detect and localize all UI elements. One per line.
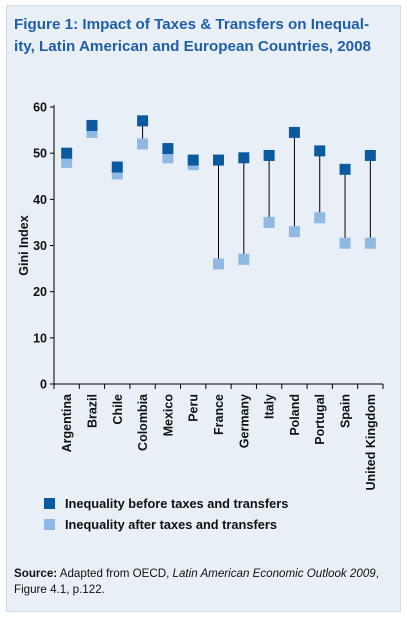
chart-legend: Inequality before taxes and transfers In… xyxy=(44,493,288,535)
marker-before-france xyxy=(213,154,224,166)
marker-after-mexico xyxy=(162,152,174,164)
source-text-before: Adapted from OECD, xyxy=(57,567,173,580)
x-category-label: Chile xyxy=(111,394,125,425)
legend-swatch-before xyxy=(44,498,55,509)
source-note: Source: Adapted from OECD, Latin America… xyxy=(14,566,394,598)
figure-title-line1: Figure 1: Impact of Taxes & Transfers on… xyxy=(14,16,370,33)
figure-title-line2: ity, Latin American and European Countri… xyxy=(14,38,371,55)
y-tick-label: 10 xyxy=(33,331,47,345)
legend-swatch-after xyxy=(44,519,55,530)
marker-after-germany xyxy=(238,253,250,265)
x-category-label: Germany xyxy=(237,394,251,448)
marker-before-mexico xyxy=(162,143,174,155)
marker-before-germany xyxy=(238,152,250,164)
x-category-label: Portugal xyxy=(313,394,327,445)
marker-before-chile xyxy=(111,161,123,173)
marker-before-peru xyxy=(187,154,199,166)
x-category-label: Brazil xyxy=(85,394,99,428)
marker-after-argentina xyxy=(61,156,73,168)
source-label: Source: xyxy=(14,567,58,580)
figure-title: Figure 1: Impact of Taxes & Transfers on… xyxy=(14,14,392,58)
x-category-label: Mexico xyxy=(161,394,175,437)
source-italic: Latin American Economic Outlook 2009 xyxy=(172,567,376,580)
marker-before-poland xyxy=(288,126,300,138)
y-axis-title: Gini Index xyxy=(17,215,31,275)
marker-after-italy xyxy=(263,216,275,228)
marker-after-spain xyxy=(339,237,351,249)
y-tick-label: 30 xyxy=(33,239,47,253)
y-tick-label: 40 xyxy=(33,193,47,207)
y-tick-label: 0 xyxy=(40,378,47,392)
x-category-label: Argentina xyxy=(60,393,74,452)
marker-before-spain xyxy=(339,163,351,175)
marker-after-colombia xyxy=(137,138,149,150)
legend-item-after: Inequality after taxes and transfers xyxy=(44,514,288,535)
legend-label-after: Inequality after taxes and transfers xyxy=(65,517,277,532)
figure-panel xyxy=(6,5,401,612)
x-category-label: Peru xyxy=(187,394,201,422)
marker-after-brazil xyxy=(86,126,98,138)
marker-before-italy xyxy=(263,149,275,161)
y-tick-label: 20 xyxy=(33,285,47,299)
marker-before-portugal xyxy=(314,145,326,157)
x-category-label: Spain xyxy=(339,394,353,428)
marker-before-colombia xyxy=(137,115,149,127)
x-category-label: Poland xyxy=(288,394,302,436)
marker-after-chile xyxy=(111,168,123,180)
y-tick-label: 50 xyxy=(33,147,47,161)
legend-label-before: Inequality before taxes and transfers xyxy=(65,496,289,511)
marker-after-portugal xyxy=(314,212,326,224)
x-category-label: Colombia xyxy=(136,393,150,451)
marker-after-poland xyxy=(288,226,300,238)
x-category-label: France xyxy=(212,394,226,435)
marker-before-argentina xyxy=(61,147,73,159)
marker-after-france xyxy=(213,258,224,270)
marker-before-brazil xyxy=(86,119,98,131)
marker-after-united-kingdom xyxy=(364,237,376,249)
source-line2: Figure 4.1, p.122. xyxy=(14,583,105,596)
y-tick-label: 60 xyxy=(33,101,47,115)
x-category-label: Italy xyxy=(263,394,277,419)
x-category-label: United Kingdom xyxy=(364,394,378,491)
legend-item-before: Inequality before taxes and transfers xyxy=(44,493,288,514)
marker-before-united-kingdom xyxy=(364,149,376,161)
source-text-after: , xyxy=(375,567,379,580)
